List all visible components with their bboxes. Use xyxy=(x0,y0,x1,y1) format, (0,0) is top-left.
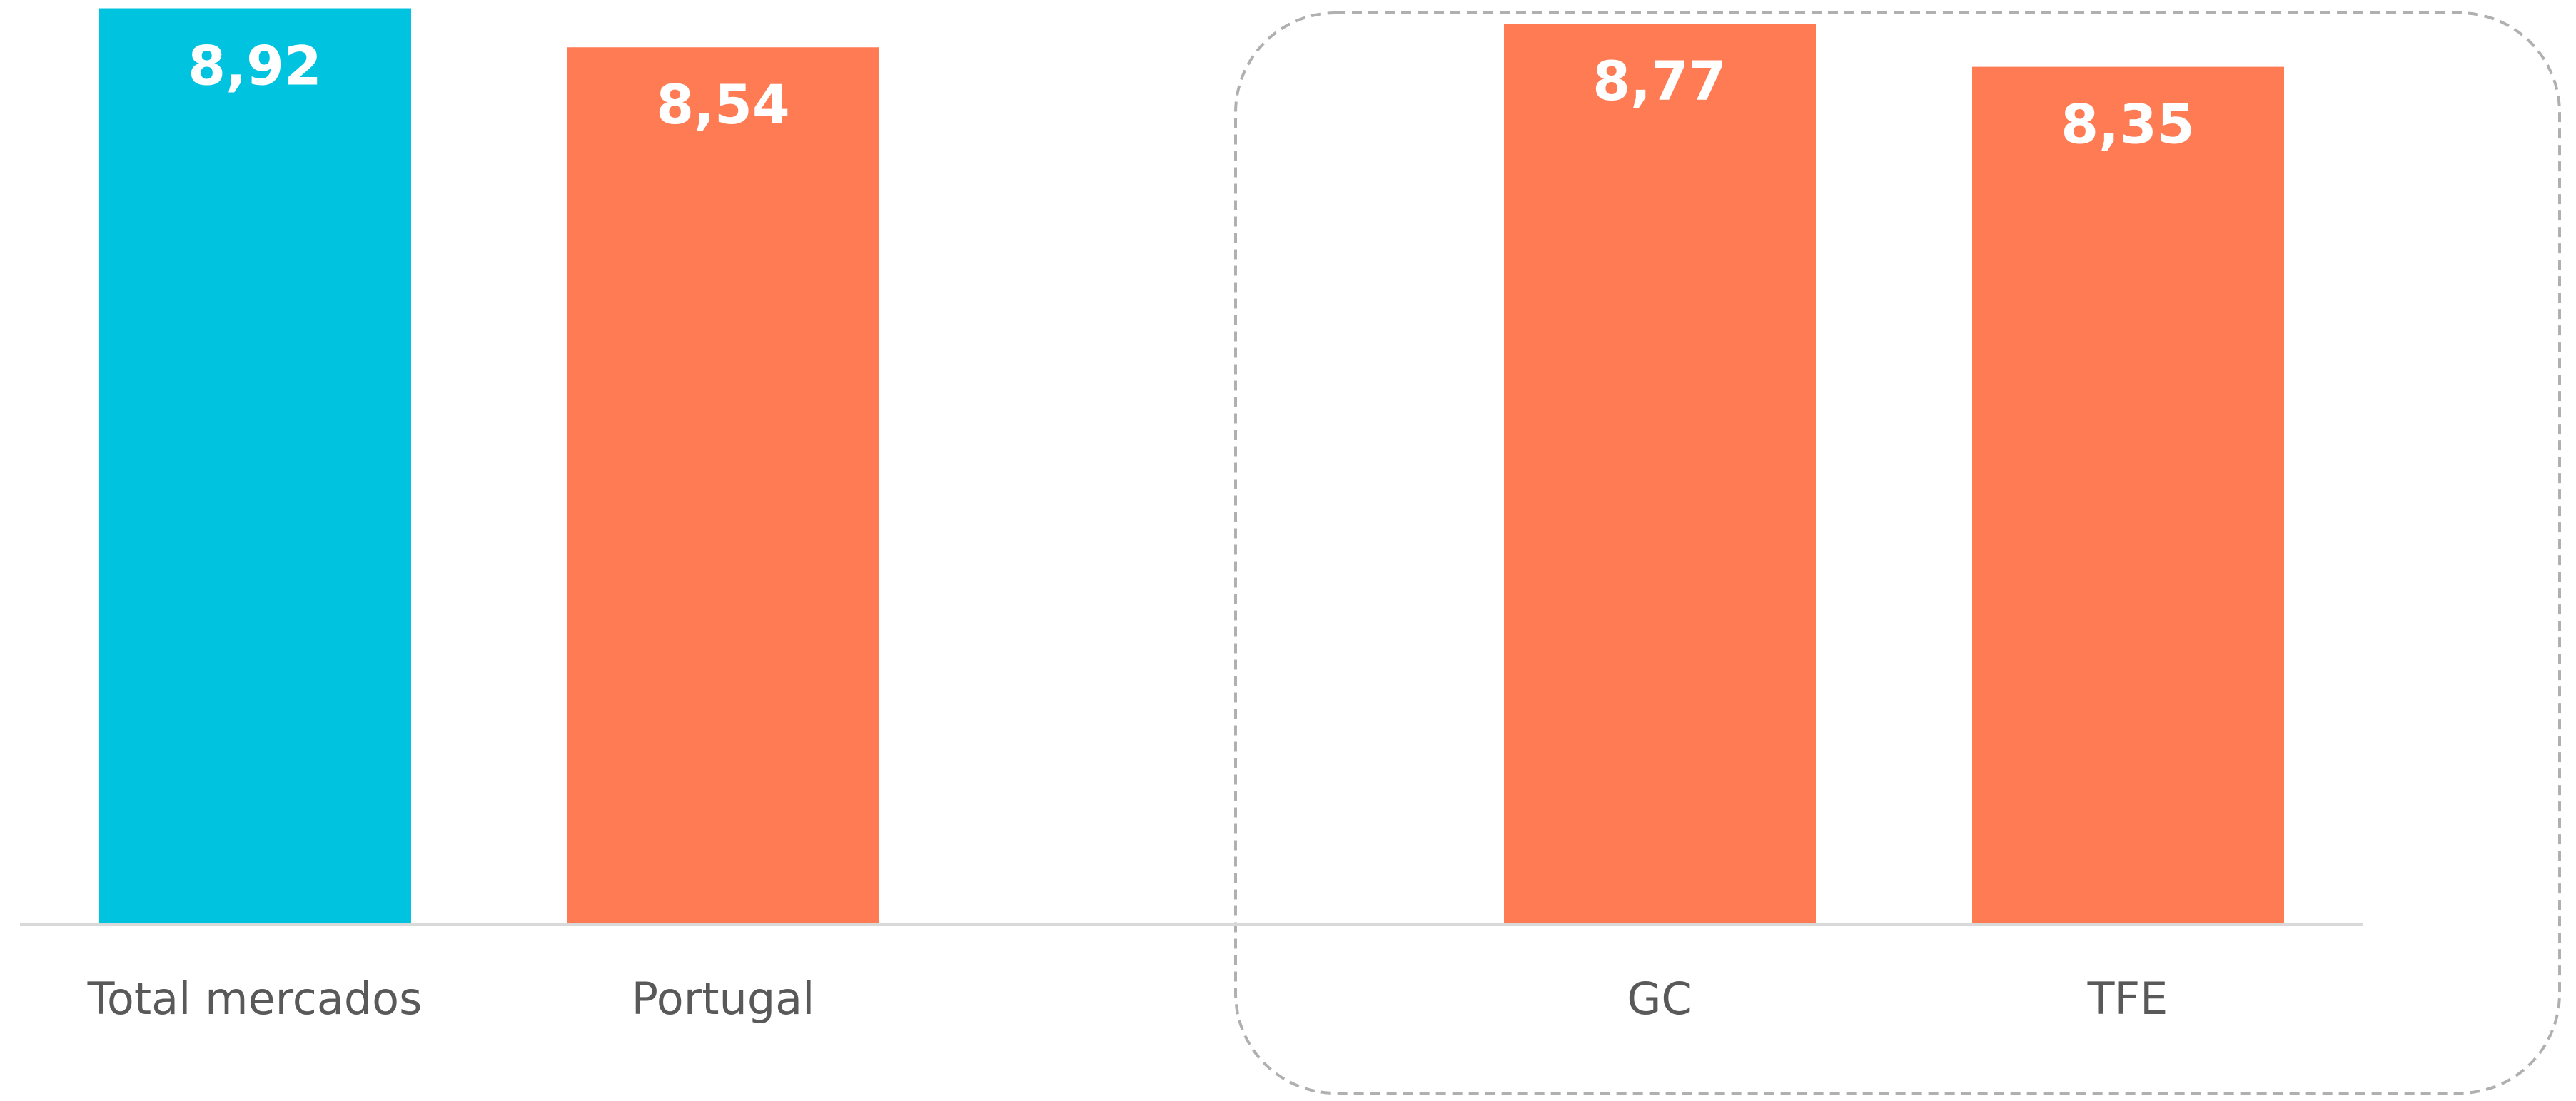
bar xyxy=(1972,66,2284,925)
group-outline xyxy=(1234,11,2561,1095)
x-tick-label: Portugal xyxy=(632,973,815,1025)
value-label: 8,92 xyxy=(188,34,322,98)
bar xyxy=(1504,24,1816,925)
x-tick-label: GC xyxy=(1627,973,1692,1025)
bar xyxy=(567,47,879,925)
x-tick-label: Total mercados xyxy=(87,973,423,1025)
x-tick-label: TFE xyxy=(2087,973,2168,1025)
value-label: 8,35 xyxy=(2061,93,2195,156)
bar xyxy=(99,8,411,925)
value-label: 8,77 xyxy=(1592,49,1727,113)
value-label: 8,54 xyxy=(656,73,790,136)
